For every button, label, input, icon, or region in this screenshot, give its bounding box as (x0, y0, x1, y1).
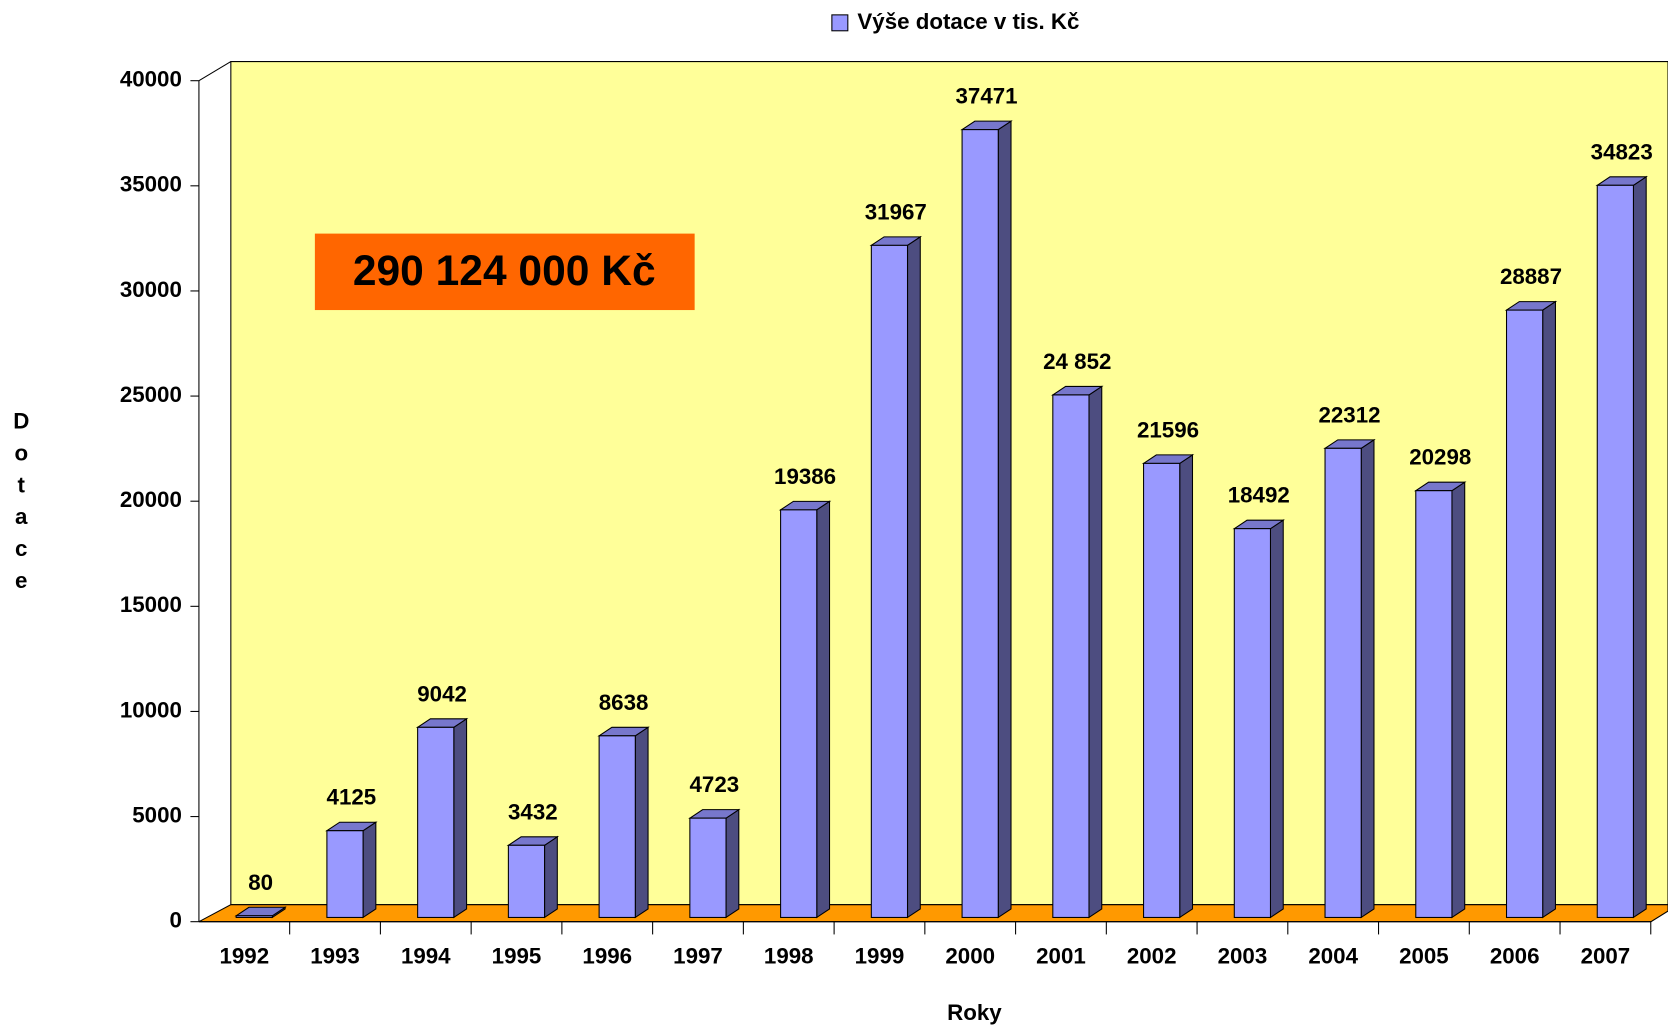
value-label: 80 (248, 870, 273, 895)
value-label: 4723 (689, 772, 739, 797)
bar-side (997, 120, 1012, 919)
value-label: 9042 (417, 681, 467, 706)
bar (326, 830, 364, 918)
x-tick-label: 1995 (492, 944, 542, 969)
bar-side (1542, 300, 1556, 919)
y-tick-label: 5000 (132, 802, 182, 827)
y-tick-label: 25000 (120, 382, 182, 407)
bar (961, 129, 999, 918)
bar-side (1179, 453, 1194, 919)
bar-side (1360, 438, 1375, 919)
y-tick-label: 40000 (120, 67, 182, 92)
x-tick-label: 1997 (673, 944, 723, 969)
bar-side (816, 500, 831, 919)
value-label: 21596 (1137, 417, 1199, 442)
y-tick-label: 10000 (120, 697, 182, 722)
bar (1052, 394, 1090, 918)
x-axis-label: Roky (947, 1000, 1002, 1025)
annotation: 290 124 000 Kč (353, 248, 656, 295)
x-tick-label: 1992 (219, 944, 269, 969)
annotation-box (314, 233, 695, 311)
x-tick-label: 2001 (1036, 944, 1086, 969)
bar (598, 735, 636, 918)
value-label: 37471 (956, 84, 1018, 109)
value-label: 3432 (508, 799, 558, 824)
x-tick-label: 1999 (855, 944, 905, 969)
x-tick-label: 1998 (764, 944, 814, 969)
bar-side (906, 235, 921, 919)
y-tick-label: 0 (169, 908, 181, 933)
bar-side (1451, 481, 1466, 919)
x-tick-label: 2004 (1308, 944, 1358, 969)
bar (235, 915, 273, 918)
bar-side (453, 717, 468, 919)
x-tick-label: 1996 (582, 944, 632, 969)
x-tick-label: 2003 (1218, 944, 1268, 969)
y-tick-label: 35000 (120, 172, 182, 197)
value-label: 34823 (1591, 139, 1653, 164)
bar (507, 844, 546, 918)
value-label: 19386 (774, 464, 836, 489)
y-tick-label: 20000 (120, 487, 182, 512)
value-label: 4125 (327, 785, 377, 810)
x-tick-label: 1994 (401, 944, 451, 969)
x-tick-label: 1993 (310, 944, 360, 969)
value-label: 24 852 (1043, 349, 1111, 374)
x-tick-label: 2002 (1127, 944, 1177, 969)
bar (417, 726, 455, 918)
bar-side (544, 835, 558, 919)
bar (1324, 447, 1362, 918)
y-tick-label: 15000 (120, 592, 182, 617)
legend-label: Výše dotace v tis. Kč (857, 9, 1079, 34)
wall-edge (198, 61, 232, 82)
bar-side (1632, 175, 1647, 919)
value-label: 8638 (599, 690, 649, 715)
bar (1505, 309, 1544, 918)
bar (1415, 490, 1453, 918)
value-label: 18492 (1228, 483, 1290, 508)
value-label: 28887 (1500, 264, 1562, 289)
bar-side (362, 821, 377, 919)
bar-side (1088, 385, 1103, 919)
bar (1596, 184, 1634, 918)
x-tick-label: 2006 (1490, 944, 1540, 969)
legend-swatch (831, 14, 849, 32)
bar (1233, 528, 1271, 918)
x-tick-label: 2007 (1581, 944, 1631, 969)
bar-side (1269, 519, 1284, 919)
value-label: 31967 (865, 199, 927, 224)
bar (1143, 462, 1181, 918)
bar (870, 244, 909, 918)
value-label: 20298 (1409, 445, 1471, 470)
bar (780, 509, 818, 918)
x-tick-label: 2000 (945, 944, 995, 969)
x-tick-label: 2005 (1399, 944, 1449, 969)
bar-side (725, 808, 740, 919)
y-tick-label: 30000 (120, 277, 182, 302)
value-label: 22312 (1318, 402, 1380, 427)
bar (689, 817, 727, 918)
bar-side (634, 726, 649, 919)
